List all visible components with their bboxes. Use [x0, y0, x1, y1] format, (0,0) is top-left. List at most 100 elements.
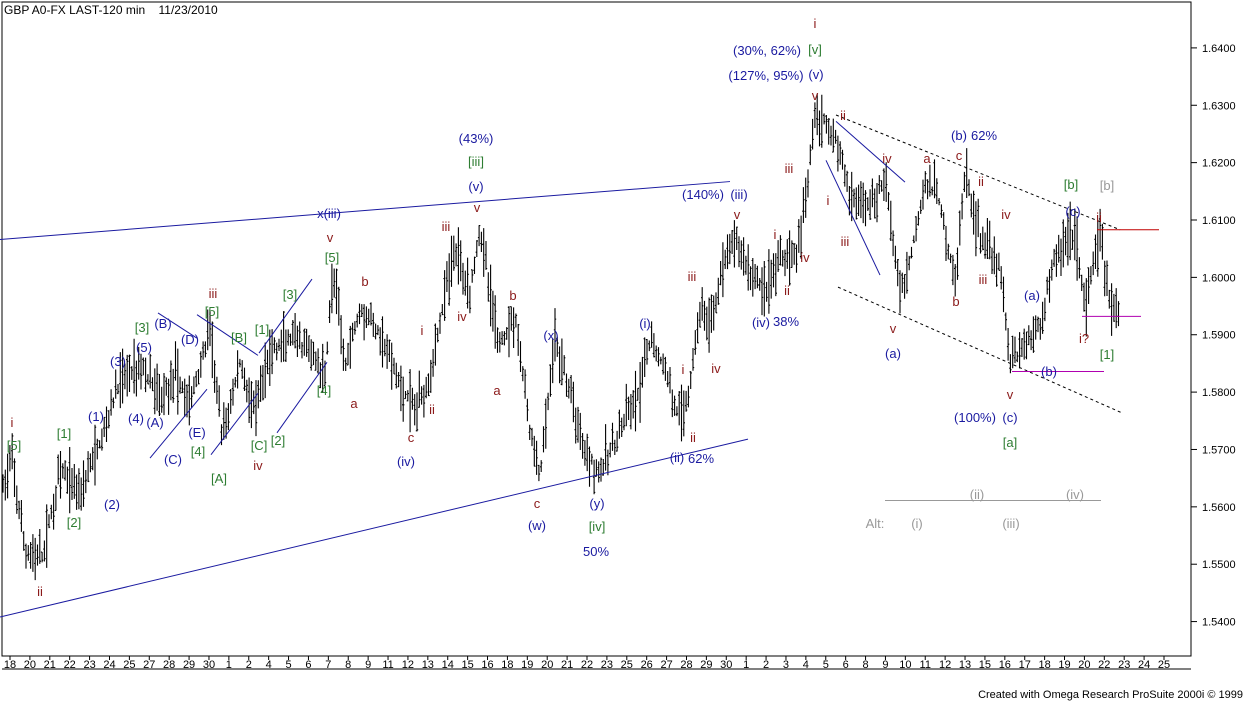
x-tick-label: 17 — [1019, 659, 1031, 671]
ohlc-bar — [590, 453, 593, 465]
ohlc-bar — [96, 438, 99, 460]
ohlc-bar — [273, 337, 276, 354]
ohlc-bar — [551, 338, 554, 384]
ohlc-bar — [523, 369, 527, 399]
ohlc-bar — [367, 308, 370, 326]
triangle-line — [157, 312, 198, 339]
wave-label: [A] — [211, 471, 227, 486]
ohlc-bar — [137, 346, 140, 380]
ohlc-bar — [714, 292, 718, 314]
ohlc-bar — [185, 384, 189, 418]
ohlc-bar — [806, 169, 810, 198]
wave-label: (a) — [1024, 288, 1040, 303]
ohlc-bar — [261, 364, 265, 401]
ohlc-bar — [190, 386, 193, 409]
wave-label: [1] — [57, 426, 71, 441]
wave-label: [iv] — [589, 519, 606, 534]
wave-label: ii — [978, 174, 984, 189]
ohlc-bar — [365, 306, 368, 329]
ohlc-bar — [68, 447, 71, 514]
ohlc-bar — [604, 424, 607, 471]
ohlc-bar — [29, 542, 32, 569]
ohlc-bar — [850, 171, 853, 222]
ohlc-bar — [730, 229, 734, 255]
ohlc-bar — [130, 366, 133, 380]
wave-label: (iv) — [752, 315, 770, 330]
wave-label: i? — [1079, 331, 1089, 346]
ohlc-bar — [213, 360, 216, 393]
ohlc-bar — [257, 380, 260, 409]
lower-trendline — [0, 438, 749, 618]
ohlc-bar — [413, 394, 416, 426]
ohlc-bar — [802, 187, 805, 223]
ohlc-bar — [406, 390, 409, 402]
ohlc-bar — [875, 182, 879, 223]
ohlc-bar — [411, 387, 414, 410]
ohlc-bar — [820, 94, 823, 148]
x-tick-label: 18 — [4, 659, 16, 671]
ohlc-bar — [542, 426, 545, 453]
wave-label: (A) — [146, 415, 163, 430]
ohlc-bar — [436, 327, 439, 343]
ohlc-bar — [215, 376, 219, 404]
ohlc-bar — [344, 357, 347, 372]
ohlc-bar — [201, 341, 205, 360]
x-tick-label: 21 — [561, 659, 573, 671]
ohlc-bar — [935, 178, 938, 205]
ohlc-bar — [466, 257, 469, 309]
wave-label: iv — [253, 458, 263, 473]
ohlc-bar — [388, 339, 391, 362]
ohlc-bar — [247, 377, 251, 423]
ohlc-bar — [931, 186, 934, 196]
ohlc-bar — [420, 386, 423, 405]
wave-label: [5] — [7, 438, 21, 453]
x-tick-label: 22 — [64, 659, 76, 671]
ohlc-bar — [719, 261, 722, 286]
ohlc-bar — [379, 327, 382, 356]
ohlc-bar — [510, 306, 513, 331]
ohlc-bar — [174, 341, 177, 381]
ohlc-bar — [1080, 274, 1083, 291]
ohlc-bar — [103, 416, 106, 438]
x-tick-label: 25 — [1158, 659, 1170, 671]
wave-label: (v) — [468, 179, 483, 194]
ohlc-bar — [710, 294, 713, 333]
ohlc-bar — [705, 306, 708, 341]
x-tick-label: 15 — [461, 659, 473, 671]
price-bars — [1, 93, 1120, 581]
wave-label: ii — [840, 108, 846, 123]
wave-label: [a] — [1003, 435, 1017, 450]
ohlc-bar — [519, 341, 522, 372]
chart-footer: Created with Omega Research ProSuite 200… — [978, 689, 1243, 701]
ohlc-bar — [227, 403, 230, 431]
ohlc-bar — [960, 193, 964, 220]
ohlc-bar — [245, 379, 248, 403]
ohlc-bar — [231, 378, 235, 406]
wave-label: 62% — [688, 451, 714, 466]
ohlc-bar — [659, 356, 662, 365]
ohlc-bar — [767, 249, 771, 314]
ohlc-bar — [880, 180, 883, 192]
ohlc-bar — [1062, 219, 1065, 268]
ohlc-bar — [947, 243, 950, 260]
ohlc-bar — [595, 459, 598, 477]
ohlc-bar — [760, 267, 764, 316]
wave-label: [2] — [67, 515, 81, 530]
ohlc-bar — [779, 235, 782, 266]
y-tick-label: 1.5700 — [1202, 444, 1236, 456]
x-tick-label: 20 — [1078, 659, 1090, 671]
ohlc-bar — [841, 149, 844, 170]
ohlc-bar — [602, 459, 605, 476]
ohlc-bar — [717, 277, 720, 305]
ohlc-bar — [611, 422, 614, 451]
ohlc-bar — [505, 327, 508, 340]
ohlc-bar — [43, 540, 46, 562]
x-tick-label: 27 — [143, 659, 155, 671]
ohlc-bar — [586, 433, 589, 472]
ohlc-bar — [429, 359, 432, 393]
ohlc-bar — [38, 528, 41, 564]
ohlc-bar — [1029, 330, 1033, 351]
ohlc-bar — [8, 444, 12, 472]
wave-label: [4] — [191, 444, 205, 459]
ohlc-bar — [1041, 301, 1044, 334]
